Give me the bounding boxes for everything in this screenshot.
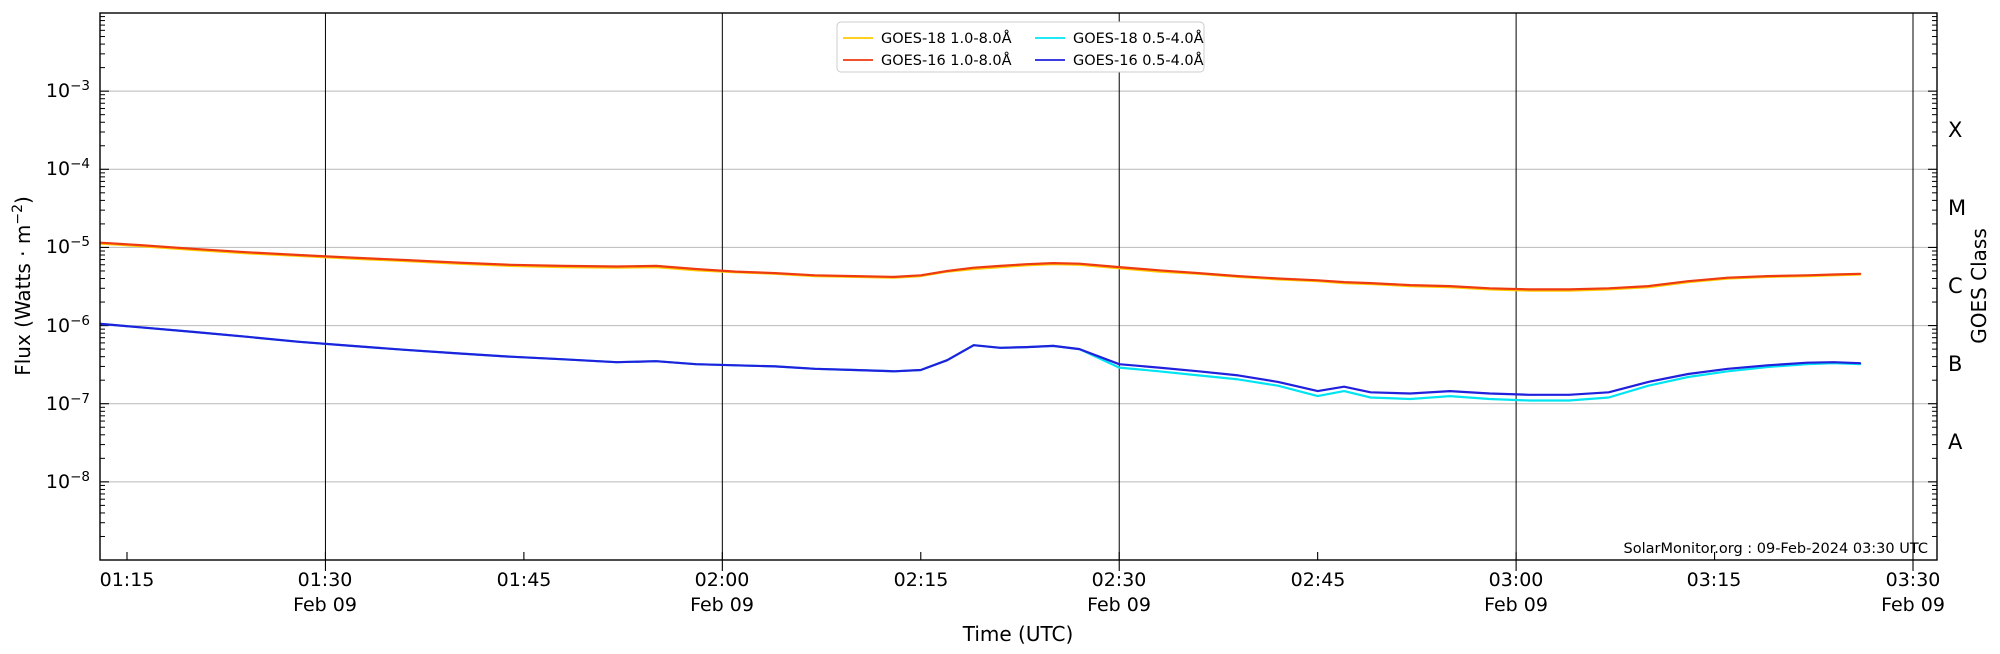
y-tick-1e-5: 10−5: [46, 234, 90, 258]
y-tick-1e-6: 10−6: [46, 313, 90, 337]
y-axis-tick-labels: 10−3 10−4 10−5 10−6 10−7 10−8: [46, 78, 90, 493]
legend-label-goes18-short: GOES-18 0.5-4.0Å: [1073, 30, 1204, 47]
goes-class-label-m: M: [1948, 196, 1966, 220]
curve-goes-18-0-5-4-0-: [99, 322, 1862, 402]
y-tick-1e-7: 10−7: [46, 391, 90, 415]
x-tick-0300: 03:00: [1489, 569, 1544, 591]
legend-box: [836, 21, 1205, 73]
x-axis-tick-labels: 01:15 01:30 01:45 02:00 02:15 02:30 02:4…: [100, 569, 1945, 616]
x-tick-0200: 02:00: [695, 569, 750, 591]
goes-class-label-a: A: [1948, 430, 1963, 454]
x-subtick-date-0230: Feb 09: [1087, 594, 1151, 616]
x-tick-0215: 02:15: [894, 569, 949, 591]
x-tick-0330: 03:30: [1886, 569, 1941, 591]
legend: GOES-18 1.0-8.0Å GOES-16 1.0-8.0Å GOES-1…: [836, 21, 1205, 73]
y-axis-label: Flux (Watts · m−2): [10, 196, 35, 376]
plot-gridlines: [100, 13, 1937, 571]
x-subtick-date-0200: Feb 09: [690, 594, 754, 616]
curve-goes-16-1-0-8-0-: [99, 241, 1862, 291]
attribution-text: SolarMonitor.org : 09-Feb-2024 03:30 UTC: [1624, 541, 1928, 557]
curve-goes-16-0-5-4-0-: [99, 322, 1862, 396]
goes-class-label-c: C: [1948, 274, 1963, 298]
x-tick-0245: 02:45: [1291, 569, 1346, 591]
x-subtick-date-0130: Feb 09: [293, 594, 357, 616]
x-axis-label: Time (UTC): [962, 622, 1074, 646]
legend-label-goes16-long: GOES-16 1.0-8.0Å: [881, 52, 1012, 69]
x-tick-0130: 01:30: [298, 569, 353, 591]
y-tick-1e-3: 10−3: [46, 78, 90, 102]
goes-class-label-x: X: [1948, 118, 1962, 142]
plot-frame: [99, 12, 1938, 561]
legend-label-goes16-short: GOES-16 0.5-4.0Å: [1073, 52, 1204, 69]
flux-curves: [99, 241, 1862, 402]
x-tick-0315: 03:15: [1687, 569, 1742, 591]
y-tick-1e-4: 10−4: [46, 156, 90, 180]
x-subtick-date-0300: Feb 09: [1484, 594, 1548, 616]
x-tick-0115: 01:15: [100, 569, 155, 591]
goes-class-letters: X M C B A: [1948, 118, 1966, 454]
x-tick-0145: 01:45: [497, 569, 552, 591]
y-tick-1e-8: 10−8: [46, 469, 90, 493]
y2-axis-label: GOES Class: [1967, 228, 1991, 344]
legend-label-goes18-long: GOES-18 1.0-8.0Å: [881, 30, 1012, 47]
goes-class-label-b: B: [1948, 352, 1962, 376]
x-tick-0230: 02:30: [1092, 569, 1147, 591]
x-subtick-date-0330: Feb 09: [1881, 594, 1945, 616]
